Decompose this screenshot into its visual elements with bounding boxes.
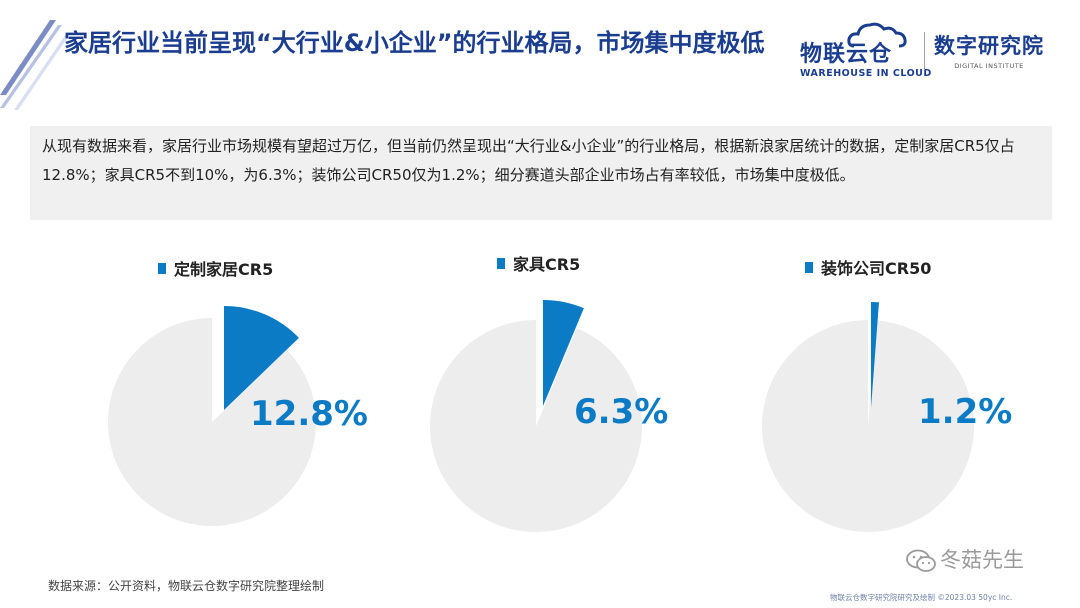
pie-3-legend-swatch bbox=[805, 262, 813, 273]
cloud-icon bbox=[847, 22, 907, 48]
pie-2-legend-swatch bbox=[497, 258, 505, 269]
pie-1-legend: 定制家居CR5 bbox=[158, 256, 273, 280]
pie-2-svg bbox=[429, 300, 642, 532]
pie-2-value-label: 6.3% bbox=[574, 392, 669, 432]
logo-divider bbox=[924, 32, 925, 70]
pie-3-svg bbox=[762, 302, 975, 532]
institute-logo-name: 数字研究院 bbox=[934, 33, 1044, 58]
pie-2-remainder-slice bbox=[429, 320, 642, 532]
pie-3-highlight-slice bbox=[871, 302, 879, 408]
pie-1-remainder-slice bbox=[107, 318, 316, 526]
logo-area: 物联云仓 WAREHOUSE IN CLOUD 数字研究院 DIGITAL IN… bbox=[800, 18, 1060, 79]
watermark-text: 冬菇先生 bbox=[940, 548, 1024, 572]
pie-3-value-label: 1.2% bbox=[918, 392, 1013, 432]
pie-3-legend: 装饰公司CR50 bbox=[805, 255, 931, 279]
pie-1-svg bbox=[107, 306, 316, 526]
page-title: 家居行业当前呈现“大行业&小企业”的行业格局，市场集中度极低 bbox=[64, 29, 765, 57]
pie-2-highlight-slice bbox=[543, 300, 584, 406]
institute-logo: 数字研究院 DIGITAL INSTITUTE bbox=[934, 30, 1044, 70]
warehouse-logo: 物联云仓 WAREHOUSE IN CLOUD bbox=[800, 22, 931, 79]
corner-stripes-decoration bbox=[0, 20, 70, 110]
pie-2-legend-label: 家具CR5 bbox=[513, 255, 581, 274]
pie-1-highlight-slice bbox=[224, 306, 299, 410]
pie-1-legend-label: 定制家居CR5 bbox=[174, 260, 274, 279]
pie-1-legend-swatch bbox=[158, 263, 166, 274]
institute-logo-subtitle: DIGITAL INSTITUTE bbox=[954, 62, 1024, 70]
footer-credit: 物联云仓数字研究院研究及绘制 ©2023.03 50yc Inc. bbox=[830, 593, 1013, 602]
watermark: 冬菇先生 bbox=[906, 544, 1024, 574]
pie-1-value-label: 12.8% bbox=[250, 394, 368, 434]
warehouse-logo-subtitle: WAREHOUSE IN CLOUD bbox=[800, 68, 932, 79]
warehouse-logo-name: 物联云仓 bbox=[800, 42, 893, 67]
pie-2-legend: 家具CR5 bbox=[497, 251, 580, 275]
pie-3-remainder-slice bbox=[762, 320, 975, 532]
wechat-icon bbox=[906, 549, 936, 572]
data-source-note: 数据来源：公开资料，物联云仓数字研究院整理绘制 bbox=[48, 579, 325, 593]
intro-text-box: 从现有数据来看，家居行业市场规模有望超过万亿，但当前仍然呈现出“大行业&小企业”… bbox=[30, 126, 1052, 220]
pie-3-legend-label: 装饰公司CR50 bbox=[821, 259, 932, 278]
